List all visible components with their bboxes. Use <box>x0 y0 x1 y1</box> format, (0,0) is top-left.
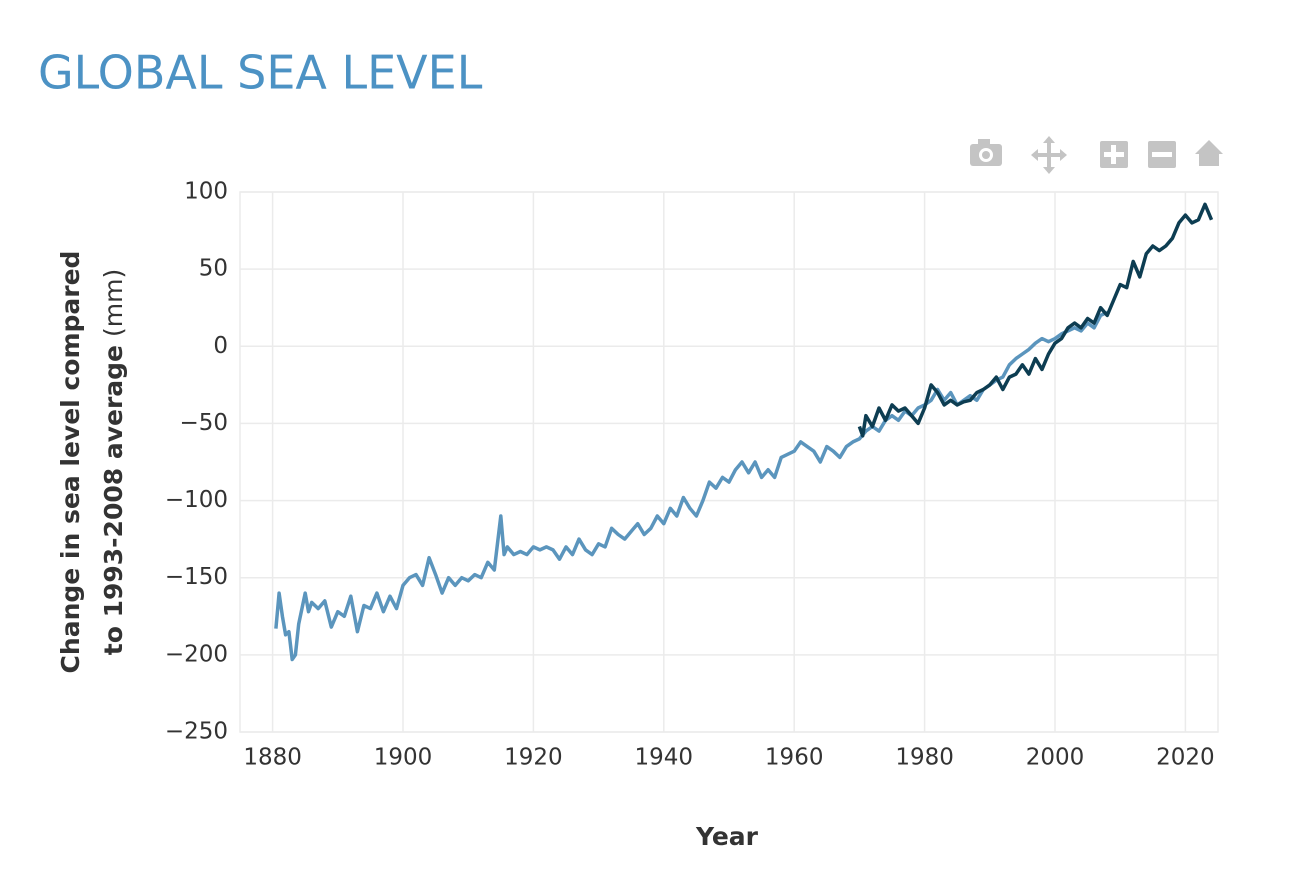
x-tick-label: 1900 <box>374 745 433 771</box>
line-series <box>857 202 1214 438</box>
plot-area <box>239 191 1219 733</box>
x-tick-label: 1980 <box>895 745 954 771</box>
y-tick-label: 100 <box>184 179 228 205</box>
y-axis-title: to 1993-2008 average (mm) <box>99 269 128 655</box>
toolbar <box>970 136 1223 174</box>
x-tick-label: 1880 <box>243 745 302 771</box>
y-tick-label: −200 <box>165 641 228 667</box>
y-tick-label: 50 <box>199 256 228 282</box>
reset-button[interactable] <box>1195 140 1223 166</box>
x-tick-label: 1920 <box>504 745 563 771</box>
y-tick-label: −100 <box>165 487 228 513</box>
x-tick-label: 2020 <box>1156 745 1215 771</box>
pan-button[interactable] <box>1031 136 1067 174</box>
x-tick-label: 2000 <box>1026 745 1085 771</box>
y-tick-label: −150 <box>165 564 228 590</box>
y-tick-label: −50 <box>179 410 228 436</box>
y-tick-label: 0 <box>213 333 228 359</box>
zoom-out-button[interactable] <box>1148 141 1176 168</box>
x-tick-label: 1960 <box>765 745 824 771</box>
zoom-in-button[interactable] <box>1100 141 1128 168</box>
camera-button[interactable] <box>970 139 1002 166</box>
y-axis-title: Change in sea level compared <box>56 251 85 674</box>
y-tick-label: −250 <box>165 719 228 745</box>
x-tick-label: 1940 <box>635 745 694 771</box>
y-axis-title-line: to 1993-2008 average <box>99 345 128 655</box>
x-axis-title: Year <box>695 822 759 851</box>
y-axis-unit: (mm) <box>99 269 128 337</box>
chart-title: GLOBAL SEA LEVEL <box>38 46 483 100</box>
